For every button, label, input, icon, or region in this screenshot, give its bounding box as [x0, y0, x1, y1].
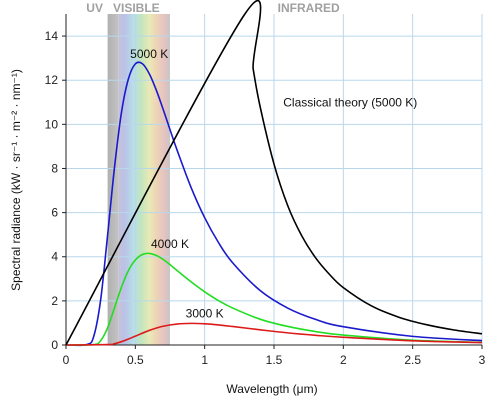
y-tick-label: 2 [51, 294, 58, 308]
series-line-classical-theory-5000-k [65, 0, 483, 346]
y-axis-label: Spectral radiance (kW · sr⁻¹ · m⁻² · nm⁻… [9, 69, 23, 291]
y-tick-label: 12 [45, 73, 59, 87]
curve-label: 3000 K [186, 306, 224, 320]
region-label-uv: UV [86, 1, 103, 15]
y-tick-label: 6 [51, 206, 58, 220]
x-tick-label: 3 [479, 353, 486, 367]
y-tick-label: 4 [51, 250, 58, 264]
curve-label: Classical theory (5000 K) [283, 96, 417, 110]
x-tick-label: 0.5 [127, 353, 144, 367]
series-line-4000-k [65, 252, 483, 346]
region-labels: UV VISIBLE INFRARED [86, 1, 340, 15]
series-line-5000-k [65, 61, 483, 347]
spectrum-bands [107, 14, 170, 345]
x-axis-label: Wavelength (μm) [226, 382, 317, 396]
curve-label: 5000 K [130, 47, 168, 61]
visible-band [118, 14, 170, 345]
region-label-visible: VISIBLE [113, 1, 160, 15]
series-line-3000-k [65, 322, 483, 346]
x-tick-label: 1 [201, 353, 208, 367]
x-tick-label: 2 [340, 353, 347, 367]
x-tick-label: 1.5 [266, 353, 283, 367]
tick-labels: 0 0.5 1 1.5 2 2.5 3 0 2 4 6 8 10 12 14 [45, 29, 486, 367]
curve-labels: 5000 K 4000 K 3000 K Classical theory (5000… [130, 47, 417, 320]
curve-label: 4000 K [151, 237, 189, 251]
y-tick-label: 14 [45, 29, 59, 43]
grid-lines [66, 14, 483, 345]
x-tick-label: 2.5 [404, 353, 421, 367]
region-label-infrared: INFRARED [278, 1, 340, 15]
y-tick-label: 10 [45, 117, 59, 131]
y-tick-label: 8 [51, 161, 58, 175]
series-lines [65, 0, 483, 347]
y-tick-label: 0 [51, 338, 58, 352]
x-tick-label: 0 [63, 353, 70, 367]
